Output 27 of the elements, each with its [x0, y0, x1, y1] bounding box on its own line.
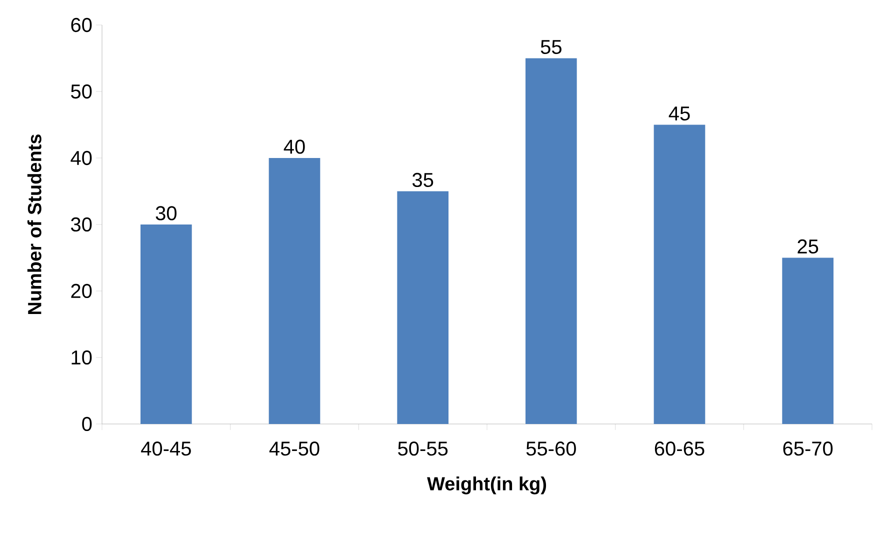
y-tick-label: 50 [71, 84, 92, 99]
y-tick-label: 10 [72, 350, 92, 365]
bar [268, 158, 320, 424]
data-label: 45 [668, 106, 690, 121]
x-tick-label: 65-70 [783, 442, 833, 456]
x-tick-label: 45-50 [269, 442, 320, 456]
x-tick-label: 50-55 [398, 442, 448, 456]
data-label: 35 [412, 172, 434, 188]
y-tick-label: 40 [70, 150, 92, 166]
x-tick-label: 40-45 [141, 442, 191, 456]
data-label: 30 [156, 206, 177, 220]
y-tick-label: 20 [71, 284, 92, 298]
bar [782, 258, 834, 424]
y-tick-label: 60 [71, 18, 92, 32]
data-label: 55 [540, 40, 562, 54]
x-tick-label: 60-65 [654, 442, 704, 456]
y-tick-label: 30 [70, 217, 92, 232]
data-label: 25 [798, 239, 818, 254]
data-label: 40 [284, 140, 305, 154]
y-axis-title: Number of Students [27, 134, 42, 314]
bar [526, 58, 577, 424]
x-axis-title: Weight(in kg) [427, 476, 546, 494]
bar [397, 191, 448, 424]
y-tick-label: 0 [82, 416, 92, 432]
bar [140, 224, 192, 424]
bar [654, 124, 706, 424]
x-tick-label: 55-60 [526, 442, 576, 456]
